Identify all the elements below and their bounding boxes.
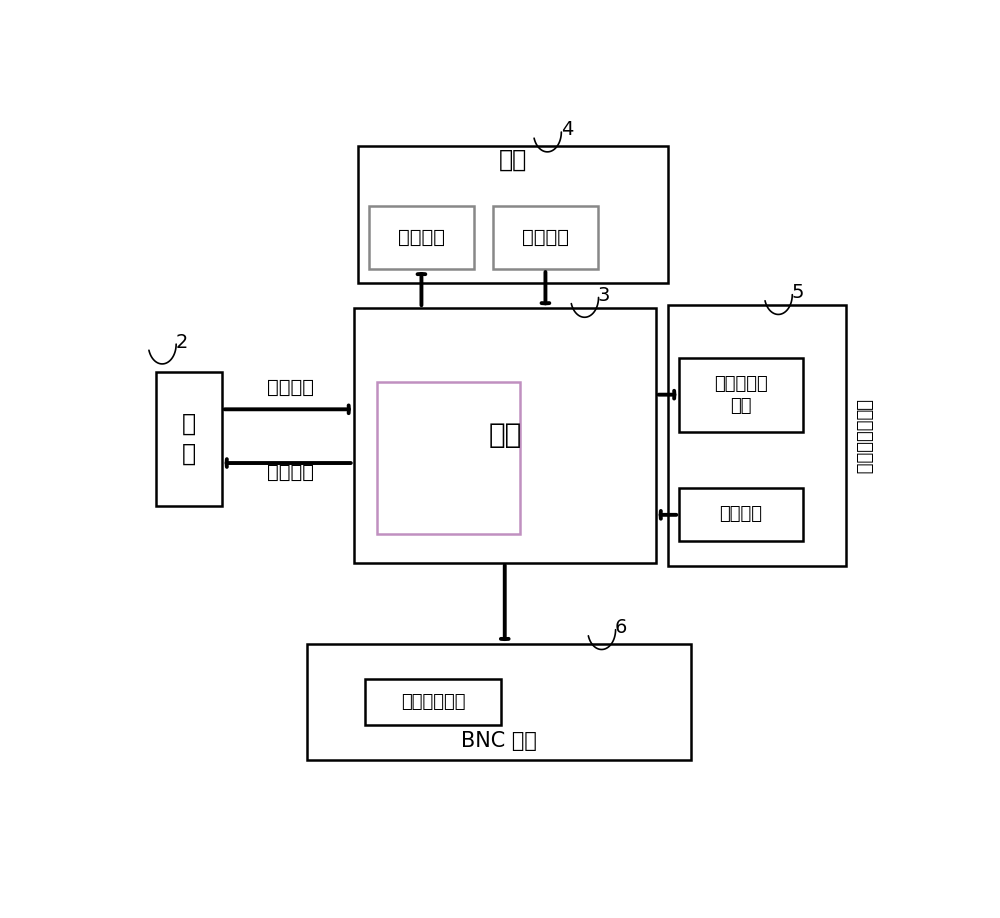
Text: 反馈信号: 反馈信号 <box>267 377 314 397</box>
Text: 面板显示: 面板显示 <box>398 228 445 247</box>
Bar <box>679 488 803 542</box>
Text: 2: 2 <box>175 332 188 352</box>
Text: 高速、实时
记录: 高速、实时 记录 <box>714 375 768 415</box>
Text: 6: 6 <box>615 618 627 637</box>
Bar <box>156 372 222 506</box>
Bar <box>354 308 656 563</box>
Text: 5: 5 <box>791 283 804 302</box>
Text: 面板: 面板 <box>498 148 527 172</box>
Text: 4: 4 <box>561 120 573 140</box>
Text: 控制信号: 控制信号 <box>267 463 314 482</box>
Bar <box>668 305 846 566</box>
Text: 面板控制: 面板控制 <box>522 228 569 247</box>
Bar <box>307 644 691 760</box>
Bar <box>365 679 501 725</box>
Bar <box>369 206 474 269</box>
Text: 机筱: 机筱 <box>488 421 521 449</box>
Bar <box>493 206 598 269</box>
Text: 3: 3 <box>598 285 610 305</box>
Text: 计算机辅助系统: 计算机辅助系统 <box>854 399 872 475</box>
Bar <box>679 357 803 431</box>
Text: 第三方记录仪: 第三方记录仪 <box>401 693 466 711</box>
Bar <box>358 145 668 284</box>
Bar <box>377 382 520 534</box>
Text: 阀
门: 阀 门 <box>182 412 196 465</box>
Text: BNC 接口: BNC 接口 <box>461 732 537 752</box>
Text: 软件控制: 软件控制 <box>720 506 763 523</box>
